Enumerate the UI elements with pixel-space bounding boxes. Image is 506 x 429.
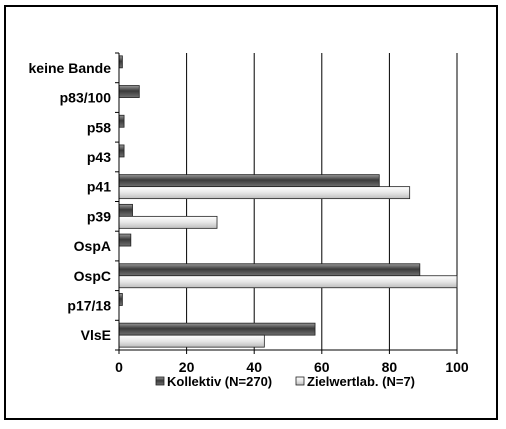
category-label: p39 [87, 208, 111, 224]
bar-kollektiv-4 [118, 174, 380, 188]
category-label: p17/18 [67, 297, 111, 313]
x-tick-label: 40 [246, 359, 262, 375]
category-label: OspC [74, 268, 111, 284]
bar-kollektiv-0 [118, 55, 123, 69]
bars [118, 55, 458, 348]
bar-kollektiv-9 [118, 322, 316, 336]
x-tick-label: 80 [382, 359, 398, 375]
grid-lines [186, 53, 458, 350]
x-tick-label: 60 [314, 359, 330, 375]
bar-kollektiv-1 [118, 85, 140, 98]
bar-kollektiv-5 [118, 203, 133, 217]
bar-zielwertlab-7 [118, 275, 458, 289]
category-label: OspA [74, 238, 111, 254]
legend-swatch [295, 376, 305, 386]
category-label: keine Bande [29, 60, 112, 76]
axes [115, 52, 458, 354]
x-tick-label: 0 [115, 359, 123, 375]
category-label: p41 [87, 179, 111, 195]
bar-kollektiv-3 [118, 144, 125, 158]
bar-zielwertlab-4 [118, 186, 411, 200]
bar-zielwertlab-9 [118, 334, 265, 348]
bar-kollektiv-7 [118, 263, 421, 277]
legend-swatch [155, 376, 165, 386]
chart-frame [4, 5, 498, 420]
bar-kollektiv-6 [118, 233, 132, 247]
category-label: p43 [87, 149, 111, 165]
bar-kollektiv-2 [118, 114, 125, 128]
category-label: VlsE [81, 327, 111, 343]
category-label: p58 [87, 119, 111, 135]
labels: keine Bande p83/100 p58 p43 p41 p39 OspA OspC p1… [29, 60, 469, 375]
legend-label: Kollektiv (N=270) [167, 374, 272, 389]
x-tick-label: 100 [445, 359, 469, 375]
legend-label: Zielwertlab. (N=7) [307, 374, 415, 389]
category-label: p83/100 [60, 90, 112, 106]
bar-zielwertlab-5 [118, 215, 218, 229]
legend: Kollektiv (N=270) Zielwertlab. (N=7) [155, 374, 415, 389]
bar-kollektiv-8 [118, 293, 123, 306]
x-tick-label: 20 [179, 359, 195, 375]
